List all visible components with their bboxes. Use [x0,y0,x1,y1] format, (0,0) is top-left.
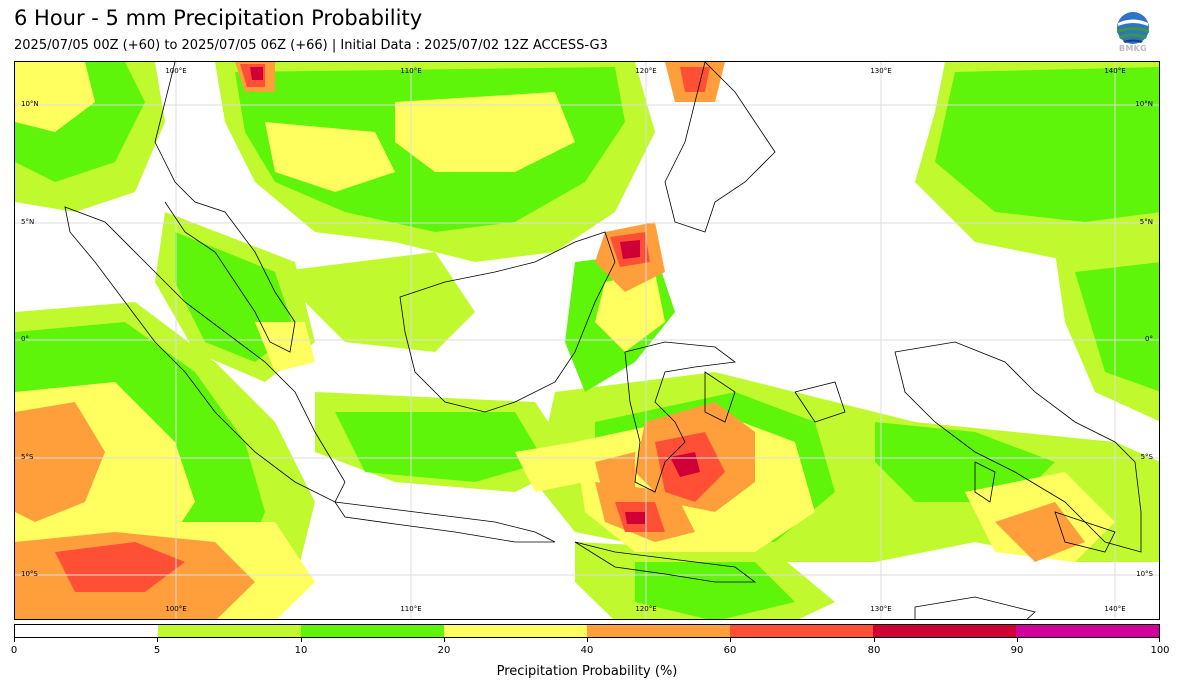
colorbar-segment [587,625,730,637]
lat-label-right: 10°S [1136,570,1153,578]
coastlines [64,62,1142,619]
colorbar-label: Precipitation Probability (%) [496,664,678,679]
lon-label-bottom: 130°E [870,605,892,613]
colorbar-tick-label: 90 [1010,645,1024,656]
precipitation-map: 100°E 110°E 120°E 130°E 140°E 100°E 110°… [14,61,1160,620]
lon-label-bottom: 110°E [400,605,422,613]
lat-label-right: 5°N [1139,218,1153,226]
colorbar-tick-label: 100 [1150,645,1170,656]
lat-label-right: 10°N [1135,100,1153,108]
colorbar-tick [14,638,15,642]
lon-label-top: 120°E [635,67,657,75]
colorbar-tick-label: 80 [867,645,881,656]
colorbar-tick-label: 0 [10,645,18,656]
lon-label-top: 110°E [400,67,422,75]
logo-text: BMKG [1118,44,1148,53]
precipitation-field [15,62,1159,619]
lat-label-left: 5°N [21,218,35,226]
colorbar-segment [15,625,158,637]
map-subtitle: 2025/07/05 00Z (+60) to 2025/07/05 06Z (… [14,38,608,53]
colorbar-tick [1159,638,1160,642]
colorbar [14,624,1160,638]
colorbar-tick-label: 5 [153,645,161,656]
lat-label-left: 0° [21,335,29,343]
colorbar-segment [444,625,587,637]
map-title: 6 Hour - 5 mm Precipitation Probability [14,6,423,30]
colorbar-segment [730,625,873,637]
lon-label-top: 140°E [1104,67,1126,75]
colorbar-segment [1016,625,1159,637]
lon-label-bottom: 140°E [1104,605,1126,613]
colorbar-tick [444,638,445,642]
lat-label-right: 0° [1145,335,1153,343]
colorbar-tick [730,638,731,642]
lat-label-left: 5°S [21,453,34,461]
colorbar-tick-label: 60 [723,645,737,656]
colorbar-segment [301,625,444,637]
bmkg-logo-icon [1117,12,1149,44]
colorbar-tick-label: 20 [437,645,451,656]
lon-label-bottom: 120°E [635,605,657,613]
lat-label-left: 10°S [21,570,38,578]
colorbar-segment [158,625,301,637]
colorbar-tick [587,638,588,642]
lat-label-right: 5°S [1140,453,1153,461]
colorbar-segment [873,625,1016,637]
lon-label-top: 100°E [165,67,187,75]
lat-label-left: 10°N [21,100,39,108]
colorbar-tick [1017,638,1018,642]
colorbar-tick [157,638,158,642]
lon-label-top: 130°E [870,67,892,75]
lon-label-bottom: 100°E [165,605,187,613]
colorbar-tick [874,638,875,642]
colorbar-tick-label: 10 [294,645,308,656]
colorbar-tick [301,638,302,642]
colorbar-tick-label: 40 [580,645,594,656]
